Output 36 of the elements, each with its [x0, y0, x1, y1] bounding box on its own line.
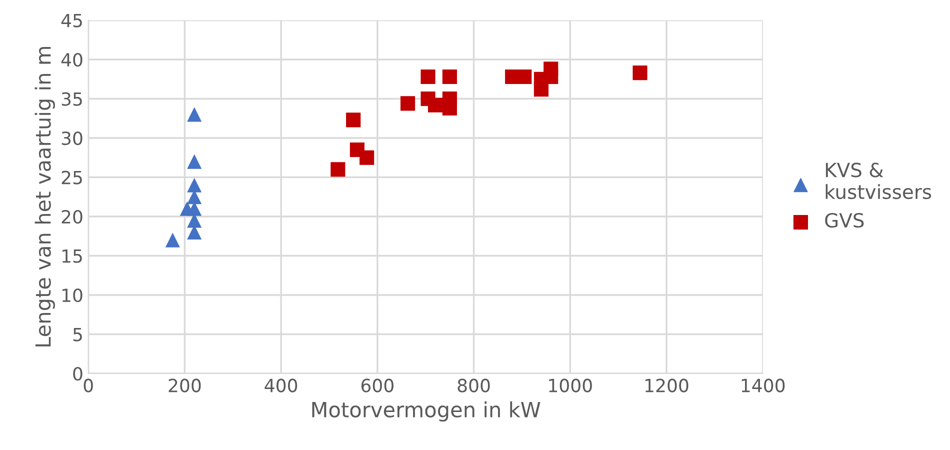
x-tick-label: 0 — [84, 378, 93, 392]
point — [360, 150, 374, 165]
point — [420, 69, 436, 84]
y-axis-title: Lengte van het vaartuig in m — [34, 47, 55, 346]
x-tick-label: 200 — [168, 378, 201, 392]
y-tick-label: 30 — [62, 131, 82, 146]
y-tick-label: 5 — [73, 328, 82, 342]
point — [442, 100, 457, 116]
y-tick-label: 45 — [61, 14, 82, 28]
y-tick-label: 40 — [61, 52, 82, 67]
point — [187, 178, 202, 192]
point — [400, 96, 416, 111]
x-tick-label: 600 — [361, 378, 394, 392]
y-tick-label: 20 — [62, 210, 82, 224]
x-tick-label: 1200 — [646, 378, 688, 392]
point — [330, 162, 346, 177]
y-tick-label: 10 — [62, 288, 82, 302]
point — [544, 69, 558, 84]
x-tick-label: 400 — [264, 378, 298, 392]
legend-label: KVS & kustvissers — [826, 162, 932, 200]
point — [187, 107, 202, 122]
point — [165, 232, 180, 248]
y-tick-label: 35 — [62, 92, 82, 106]
point — [442, 69, 457, 84]
legend-label: GVS — [825, 212, 864, 228]
point — [187, 154, 202, 169]
y-tick-label: 15 — [62, 249, 82, 263]
x-axis-title: Motorvermogen in kW — [312, 401, 540, 422]
point — [632, 66, 648, 80]
y-tick-label: 0 — [73, 366, 82, 381]
point — [346, 112, 361, 128]
y-tick-label: 25 — [62, 170, 82, 184]
x-tick-label: 1400 — [742, 378, 785, 392]
x-tick-label: 1000 — [549, 378, 592, 392]
point — [428, 98, 443, 112]
x-tick-label: 800 — [458, 378, 490, 392]
